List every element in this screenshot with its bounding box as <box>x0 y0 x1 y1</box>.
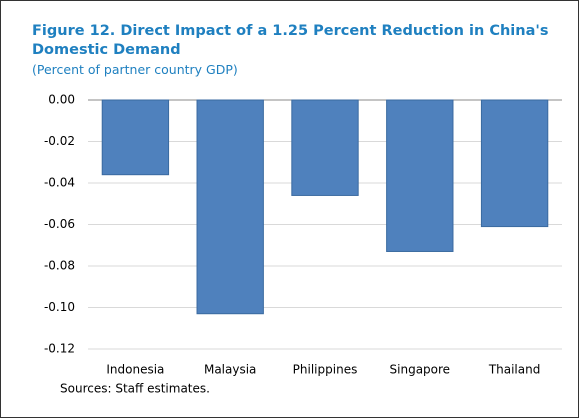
bar <box>291 99 359 196</box>
chart-title: Figure 12. Direct Impact of a 1.25 Perce… <box>32 23 549 58</box>
bar <box>480 99 549 228</box>
y-tick-label: 0.00 <box>48 93 75 107</box>
y-tick-label: -0.04 <box>44 176 75 190</box>
x-tick-label: Singapore <box>390 363 451 377</box>
y-tick-label: -0.08 <box>44 259 75 273</box>
x-tick-label: Malaysia <box>204 363 256 377</box>
source-note: Sources: Staff estimates. <box>60 382 210 396</box>
y-tick-label: -0.06 <box>44 217 75 231</box>
y-tick-label: -0.10 <box>44 300 75 314</box>
bar <box>386 99 454 252</box>
y-tick-label: -0.02 <box>44 134 75 148</box>
bar <box>196 99 264 315</box>
y-tick-label: -0.12 <box>44 342 75 356</box>
x-tick-label: Philippines <box>293 363 358 377</box>
bar <box>101 99 170 176</box>
chart-subtitle: (Percent of partner country GDP) <box>32 62 238 77</box>
x-tick-label: Thailand <box>488 363 541 377</box>
x-tick-label: Indonesia <box>106 363 164 377</box>
